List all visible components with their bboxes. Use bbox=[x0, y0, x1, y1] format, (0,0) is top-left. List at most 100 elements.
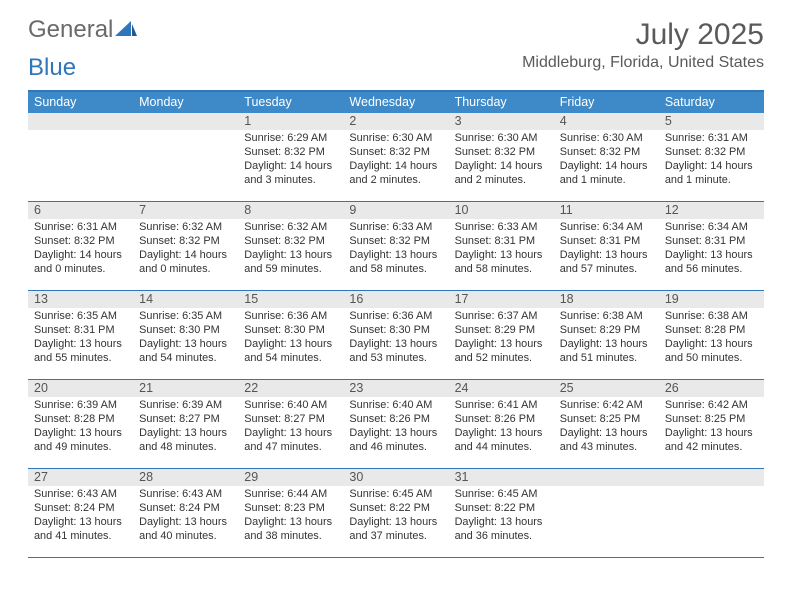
day-details: Sunrise: 6:38 AMSunset: 8:29 PMDaylight:… bbox=[554, 308, 659, 370]
day-details: Sunrise: 6:40 AMSunset: 8:27 PMDaylight:… bbox=[238, 397, 343, 459]
day-number: 22 bbox=[238, 380, 343, 397]
sunrise-line: Sunrise: 6:29 AM bbox=[244, 132, 337, 146]
sunset-line: Sunset: 8:22 PM bbox=[455, 502, 548, 516]
day-details: Sunrise: 6:30 AMSunset: 8:32 PMDaylight:… bbox=[343, 130, 448, 192]
day-details: Sunrise: 6:33 AMSunset: 8:31 PMDaylight:… bbox=[449, 219, 554, 281]
daylight-line: Daylight: 13 hours and 48 minutes. bbox=[139, 427, 232, 455]
title-block: July 2025 Middleburg, Florida, United St… bbox=[522, 18, 764, 72]
week-row: 20 Sunrise: 6:39 AM Sunset: 8:28 PM Dayligh… bbox=[28, 380, 764, 469]
sunset-line: Sunset: 8:32 PM bbox=[349, 146, 442, 160]
day-details: Sunrise: 6:45 AMSunset: 8:22 PMDaylight:… bbox=[449, 486, 554, 548]
day-details: Sunrise: 6:30 AMSunset: 8:32 PMDaylight:… bbox=[449, 130, 554, 192]
brand-logo: General Blue bbox=[28, 18, 137, 80]
sunrise-line: Sunrise: 6:39 AM bbox=[139, 399, 232, 413]
weeks-container: ..1Sunrise: 6:29 AMSunset: 8:32 PMDaylig… bbox=[28, 113, 764, 558]
sunset-line: Sunset: 8:32 PM bbox=[244, 146, 337, 160]
calendar-grid: Sunday Monday Tuesday Wednesday Thursday… bbox=[28, 90, 764, 558]
day-cell: 20Sunrise: 6:39 AMSunset: 8:28 PMDayligh… bbox=[28, 380, 133, 468]
sunset-line: Sunset: 8:32 PM bbox=[139, 235, 232, 249]
sunrise-line: Sunrise: 6:45 AM bbox=[349, 488, 442, 502]
day-number: 14 bbox=[133, 291, 238, 308]
dow-friday: Friday bbox=[554, 92, 659, 113]
day-details: Sunrise: 6:43 AMSunset: 8:24 PMDaylight:… bbox=[28, 486, 133, 548]
dow-thursday: Thursday bbox=[449, 92, 554, 113]
day-number: 13 bbox=[28, 291, 133, 308]
dow-sunday: Sunday bbox=[28, 92, 133, 113]
day-details: Sunrise: 6:36 AMSunset: 8:30 PMDaylight:… bbox=[343, 308, 448, 370]
sunrise-line: Sunrise: 6:35 AM bbox=[34, 310, 127, 324]
day-details: Sunrise: 6:32 AMSunset: 8:32 PMDaylight:… bbox=[238, 219, 343, 281]
day-number: 3 bbox=[449, 113, 554, 130]
daylight-line: Daylight: 14 hours and 3 minutes. bbox=[244, 160, 337, 188]
day-details: Sunrise: 6:31 AMSunset: 8:32 PMDaylight:… bbox=[659, 130, 764, 192]
day-number: 4 bbox=[554, 113, 659, 130]
day-number: 20 bbox=[28, 380, 133, 397]
day-number: 9 bbox=[343, 202, 448, 219]
sunrise-line: Sunrise: 6:31 AM bbox=[665, 132, 758, 146]
daylight-line: Daylight: 13 hours and 56 minutes. bbox=[665, 249, 758, 277]
dow-wednesday: Wednesday bbox=[343, 92, 448, 113]
day-number: 7 bbox=[133, 202, 238, 219]
day-number: 15 bbox=[238, 291, 343, 308]
week-row: 6Sunrise: 6:31 AMSunset: 8:32 PMDaylight… bbox=[28, 202, 764, 291]
day-details: Sunrise: 6:37 AMSunset: 8:29 PMDaylight:… bbox=[449, 308, 554, 370]
sunset-line: Sunset: 8:24 PM bbox=[34, 502, 127, 516]
day-cell: 23Sunrise: 6:40 AMSunset: 8:26 PMDayligh… bbox=[343, 380, 448, 468]
day-cell: 9Sunrise: 6:33 AMSunset: 8:32 PMDaylight… bbox=[343, 202, 448, 290]
sunrise-line: Sunrise: 6:40 AM bbox=[349, 399, 442, 413]
day-details: Sunrise: 6:34 AMSunset: 8:31 PMDaylight:… bbox=[659, 219, 764, 281]
sunset-line: Sunset: 8:31 PM bbox=[34, 324, 127, 338]
day-number: 10 bbox=[449, 202, 554, 219]
day-cell: 16Sunrise: 6:36 AMSunset: 8:30 PMDayligh… bbox=[343, 291, 448, 379]
day-number: 23 bbox=[343, 380, 448, 397]
day-cell: 26Sunrise: 6:42 AMSunset: 8:25 PMDayligh… bbox=[659, 380, 764, 468]
day-cell: 30Sunrise: 6:45 AMSunset: 8:22 PMDayligh… bbox=[343, 469, 448, 557]
day-cell: 28Sunrise: 6:43 AMSunset: 8:24 PMDayligh… bbox=[133, 469, 238, 557]
month-title: July 2025 bbox=[522, 18, 764, 52]
daylight-line: Daylight: 13 hours and 40 minutes. bbox=[139, 516, 232, 544]
daylight-line: Daylight: 13 hours and 42 minutes. bbox=[665, 427, 758, 455]
day-number: 16 bbox=[343, 291, 448, 308]
day-number: . bbox=[133, 113, 238, 130]
brand-part2: Blue bbox=[28, 54, 76, 81]
day-cell: 15Sunrise: 6:36 AMSunset: 8:30 PMDayligh… bbox=[238, 291, 343, 379]
day-number: . bbox=[554, 469, 659, 486]
day-cell: 18Sunrise: 6:38 AMSunset: 8:29 PMDayligh… bbox=[554, 291, 659, 379]
day-number: 19 bbox=[659, 291, 764, 308]
sunrise-line: Sunrise: 6:34 AM bbox=[665, 221, 758, 235]
sunrise-line: Sunrise: 6:38 AM bbox=[665, 310, 758, 324]
sunset-line: Sunset: 8:31 PM bbox=[665, 235, 758, 249]
day-details: Sunrise: 6:35 AMSunset: 8:31 PMDaylight:… bbox=[28, 308, 133, 370]
sunset-line: Sunset: 8:28 PM bbox=[665, 324, 758, 338]
sunset-line: Sunset: 8:31 PM bbox=[560, 235, 653, 249]
sunset-line: Sunset: 8:28 PM bbox=[34, 413, 127, 427]
day-cell: 5Sunrise: 6:31 AMSunset: 8:32 PMDaylight… bbox=[659, 113, 764, 201]
day-cell: 4Sunrise: 6:30 AMSunset: 8:32 PMDaylight… bbox=[554, 113, 659, 201]
day-number: 17 bbox=[449, 291, 554, 308]
brand-part1: General bbox=[28, 16, 113, 43]
day-details: Sunrise: 6:33 AMSunset: 8:32 PMDaylight:… bbox=[343, 219, 448, 281]
day-details: Sunrise: 6:32 AMSunset: 8:32 PMDaylight:… bbox=[133, 219, 238, 281]
daylight-line: Daylight: 13 hours and 54 minutes. bbox=[139, 338, 232, 366]
sunrise-line: Sunrise: 6:41 AM bbox=[455, 399, 548, 413]
day-details: Sunrise: 6:42 AMSunset: 8:25 PMDaylight:… bbox=[554, 397, 659, 459]
day-cell: 27Sunrise: 6:43 AMSunset: 8:24 PMDayligh… bbox=[28, 469, 133, 557]
day-details: Sunrise: 6:35 AMSunset: 8:30 PMDaylight:… bbox=[133, 308, 238, 370]
day-number: 27 bbox=[28, 469, 133, 486]
day-cell: . bbox=[554, 469, 659, 557]
sunset-line: Sunset: 8:23 PM bbox=[244, 502, 337, 516]
daylight-line: Daylight: 14 hours and 2 minutes. bbox=[349, 160, 442, 188]
daylight-line: Daylight: 13 hours and 55 minutes. bbox=[34, 338, 127, 366]
dow-monday: Monday bbox=[133, 92, 238, 113]
daylight-line: Daylight: 13 hours and 57 minutes. bbox=[560, 249, 653, 277]
daylight-line: Daylight: 13 hours and 52 minutes. bbox=[455, 338, 548, 366]
sunrise-line: Sunrise: 6:35 AM bbox=[139, 310, 232, 324]
sunrise-line: Sunrise: 6:33 AM bbox=[349, 221, 442, 235]
day-number: 8 bbox=[238, 202, 343, 219]
daylight-line: Daylight: 13 hours and 43 minutes. bbox=[560, 427, 653, 455]
day-details: Sunrise: 6:36 AMSunset: 8:30 PMDaylight:… bbox=[238, 308, 343, 370]
sunrise-line: Sunrise: 6:45 AM bbox=[455, 488, 548, 502]
day-cell: 6Sunrise: 6:31 AMSunset: 8:32 PMDaylight… bbox=[28, 202, 133, 290]
sunrise-line: Sunrise: 6:32 AM bbox=[244, 221, 337, 235]
sunrise-line: Sunrise: 6:33 AM bbox=[455, 221, 548, 235]
